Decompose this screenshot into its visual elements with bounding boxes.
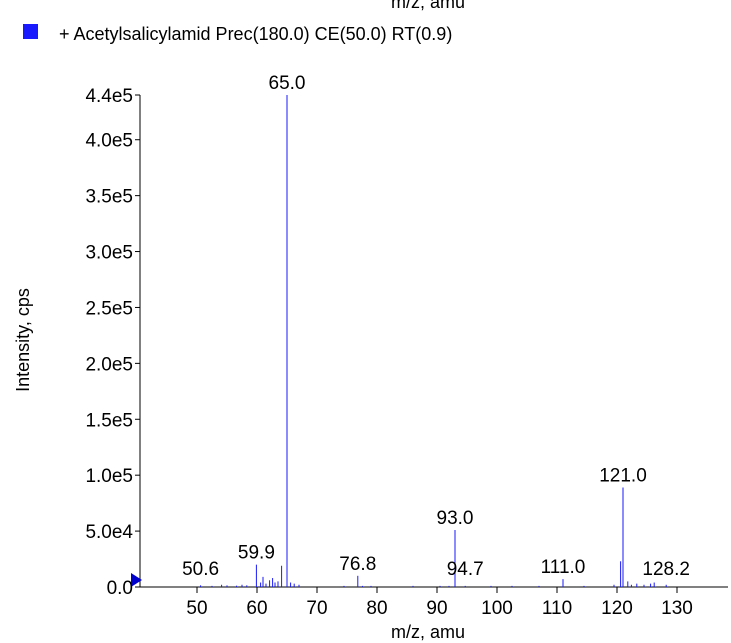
peak-label: 111.0 [541,557,586,578]
x-tick-label: 100 [481,598,513,619]
x-tick-label: 110 [542,598,572,619]
x-tick-label: 60 [246,598,267,619]
peak-label: 121.0 [599,465,647,486]
y-tick-label: 5.0e4 [85,522,133,543]
y-ticks: 0.0 5.0e4 1.0e5 1.5e5 2.0e5 2.5e5 3.0e5 3.5e5 4.… [85,86,140,599]
zero-marker-icon [131,573,142,587]
x-axis-title: m/z, amu [391,622,465,642]
peak-label: 128.2 [642,559,690,580]
legend-swatch [23,24,38,39]
y-tick-label: 3.0e5 [85,243,133,264]
peak-label: 76.8 [339,554,376,575]
x-tick-label: 80 [366,598,387,619]
x-tick-label: 90 [426,598,447,619]
cropped-top-text: m/z, amu [391,0,465,12]
y-tick-label: 3.5e5 [85,187,133,208]
peak-label: 65.0 [269,73,306,94]
x-ticks: 50 60 70 80 90 100 110 120 130 [186,587,693,619]
peak-label: 93.0 [437,508,474,529]
y-axis-title: Intensity, cps [13,288,33,392]
spectrum-bars [200,95,667,587]
y-tick-label: 2.0e5 [85,354,133,375]
legend-label: + Acetylsalicylamid Prec(180.0) CE(50.0)… [59,24,452,44]
y-tick-label: 4.0e5 [85,131,133,152]
y-tick-label: 0.0 [107,578,133,599]
peak-labels: 50.6 59.9 65.0 76.8 93.0 94.7 111.0 121.0 128.2 [182,73,690,580]
y-tick-label: 4.4e5 [85,86,133,107]
x-tick-label: 130 [661,598,693,619]
peak-label: 94.7 [447,559,484,580]
y-tick-label: 1.0e5 [85,466,133,487]
x-tick-label: 70 [306,598,327,619]
x-tick-label: 120 [601,598,633,619]
x-tick-label: 50 [186,598,207,619]
peak-label: 59.9 [238,543,275,564]
y-tick-label: 2.5e5 [85,298,133,319]
peak-label: 50.6 [182,559,219,580]
y-tick-label: 1.5e5 [85,410,133,431]
